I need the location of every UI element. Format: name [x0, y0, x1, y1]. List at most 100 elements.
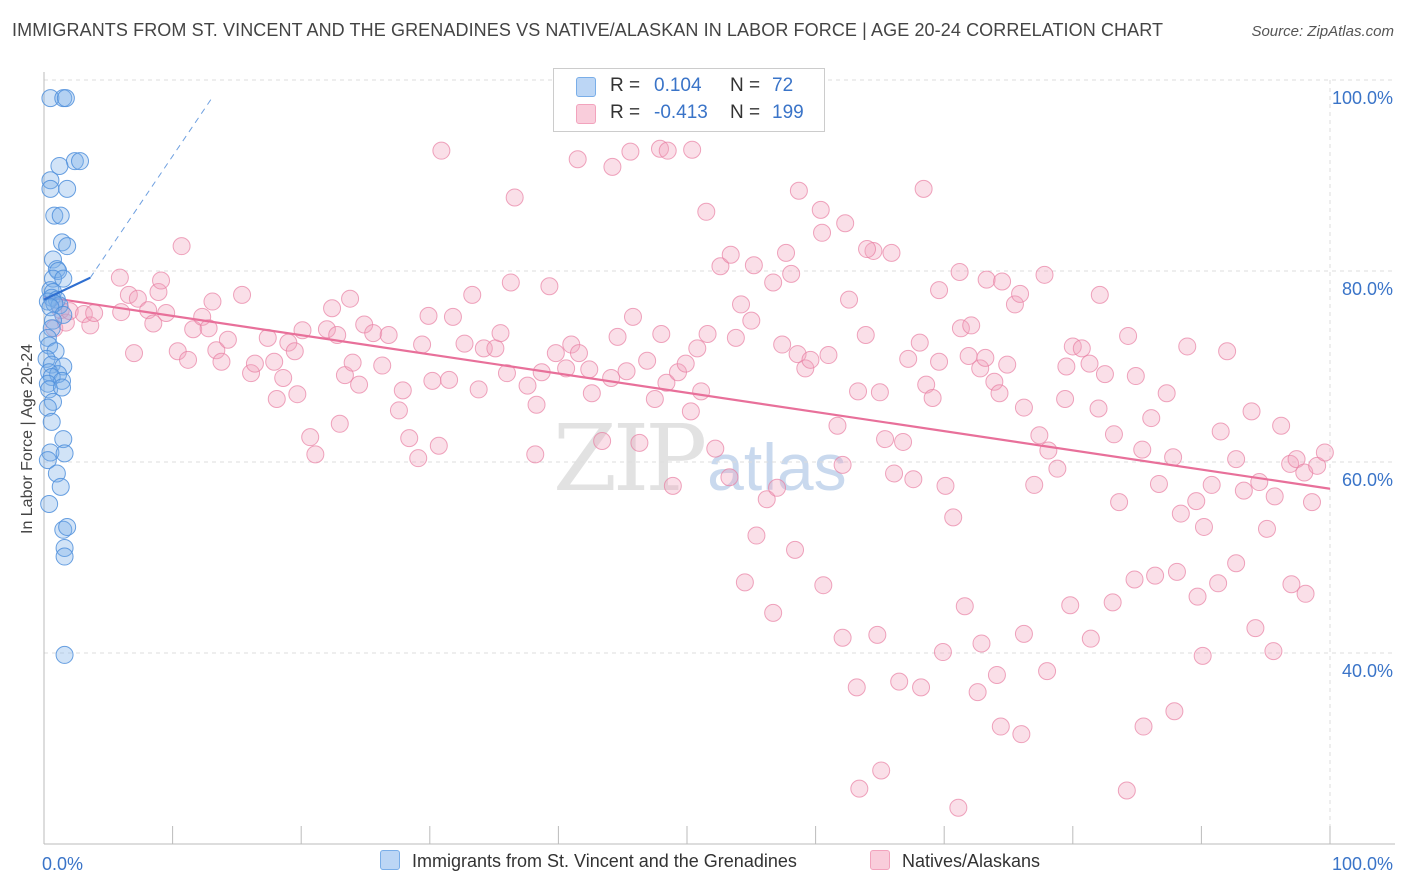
data-point-natives	[833, 455, 852, 474]
data-point-natives	[1014, 398, 1033, 417]
data-point-natives	[582, 384, 601, 403]
data-point-natives	[951, 319, 970, 338]
data-point-natives	[732, 295, 751, 314]
data-point-natives	[207, 341, 226, 360]
data-point-immigrants	[51, 477, 70, 496]
data-point-natives	[1126, 367, 1145, 386]
data-point-natives	[1149, 474, 1168, 493]
data-point-natives	[987, 665, 1006, 684]
data-point-immigrants	[38, 451, 57, 470]
data-point-natives	[267, 389, 286, 408]
watermark-zip: ZIP	[553, 405, 707, 512]
data-point-natives	[580, 360, 599, 379]
data-point-immigrants	[45, 206, 64, 225]
data-point-natives	[172, 237, 191, 256]
data-point-natives	[764, 273, 783, 292]
data-point-natives	[912, 678, 931, 697]
data-point-natives	[720, 468, 739, 487]
data-point-natives	[1187, 492, 1206, 511]
data-point-natives	[847, 678, 866, 697]
data-point-immigrants	[44, 311, 63, 330]
data-point-natives	[782, 264, 801, 283]
data-point-natives	[1080, 354, 1099, 373]
data-point-natives	[265, 352, 284, 371]
data-point-natives	[568, 150, 587, 169]
data-point-natives	[1287, 450, 1306, 469]
data-point-natives	[1142, 409, 1161, 428]
data-point-immigrants	[44, 392, 63, 411]
data-point-natives	[1005, 295, 1024, 314]
data-point-natives	[1081, 629, 1100, 648]
data-point-natives	[1308, 456, 1327, 475]
data-point-natives	[1211, 422, 1230, 441]
data-point-natives	[1063, 337, 1082, 356]
data-point-natives	[330, 414, 349, 433]
data-point-natives	[833, 628, 852, 647]
data-point-natives	[1178, 337, 1197, 356]
data-point-natives	[1011, 284, 1030, 303]
data-point-immigrants	[40, 495, 59, 514]
data-point-natives	[1134, 717, 1153, 736]
data-point-natives	[306, 445, 325, 464]
data-point-natives	[658, 141, 677, 160]
data-point-immigrants	[47, 464, 66, 483]
data-point-natives	[1264, 642, 1283, 661]
data-point-immigrants	[54, 269, 73, 288]
y-tick-label: 80.0%	[1342, 279, 1393, 299]
data-point-natives	[949, 798, 968, 817]
data-point-natives	[944, 508, 963, 527]
data-point-natives	[526, 445, 545, 464]
data-point-natives	[110, 268, 129, 287]
data-point-natives	[796, 359, 815, 378]
data-point-natives	[890, 672, 909, 691]
data-point-natives	[645, 389, 664, 408]
data-point-immigrants	[53, 371, 72, 390]
watermark: ZIPatlas	[553, 405, 847, 512]
data-point-natives	[876, 430, 895, 449]
y-tick-label: 100.0%	[1332, 88, 1393, 108]
data-point-natives	[112, 303, 131, 322]
bottom-legend-natives: Natives/Alaskans	[870, 850, 1040, 872]
y-tick-label: 40.0%	[1342, 661, 1393, 681]
data-point-immigrants	[58, 237, 77, 256]
data-point-natives	[1209, 574, 1228, 593]
data-point-natives	[393, 381, 412, 400]
data-point-natives	[698, 325, 717, 344]
data-point-natives	[786, 540, 805, 559]
data-point-natives	[1272, 416, 1291, 435]
data-point-natives	[203, 292, 222, 311]
data-point-immigrants	[38, 374, 57, 393]
data-point-natives	[840, 290, 859, 309]
data-point-immigrants	[42, 319, 61, 338]
data-point-natives	[1119, 326, 1138, 345]
data-point-natives	[993, 272, 1012, 291]
data-point-natives	[894, 432, 913, 451]
data-point-natives	[245, 354, 264, 373]
data-point-natives	[1227, 554, 1246, 573]
data-point-natives	[1039, 441, 1058, 460]
data-point-natives	[1030, 426, 1049, 445]
y-axis-label: In Labor Force | Age 20-24	[19, 343, 36, 534]
source-label: Source: ZipAtlas.com	[1251, 23, 1394, 40]
data-point-natives	[317, 320, 336, 339]
legend-swatch-pink	[576, 104, 596, 124]
legend-n-label: N =	[730, 75, 761, 96]
data-point-natives	[706, 439, 725, 458]
data-point-natives	[1157, 384, 1176, 403]
data-point-immigrants	[41, 179, 60, 198]
data-point-natives	[904, 470, 923, 489]
data-point-natives	[443, 307, 462, 326]
data-point-natives	[469, 380, 488, 399]
data-point-natives	[343, 353, 362, 372]
data-point-natives	[1302, 493, 1321, 512]
data-point-natives	[930, 352, 949, 371]
data-point-natives	[546, 344, 565, 363]
data-point-natives	[274, 368, 293, 387]
data-point-natives	[885, 464, 904, 483]
data-point-natives	[569, 344, 588, 363]
data-point-immigrants	[55, 547, 74, 566]
data-point-natives	[1167, 562, 1186, 581]
data-point-natives	[998, 355, 1017, 374]
data-point-immigrants	[46, 342, 65, 361]
y-tick-label: 60.0%	[1342, 470, 1393, 490]
